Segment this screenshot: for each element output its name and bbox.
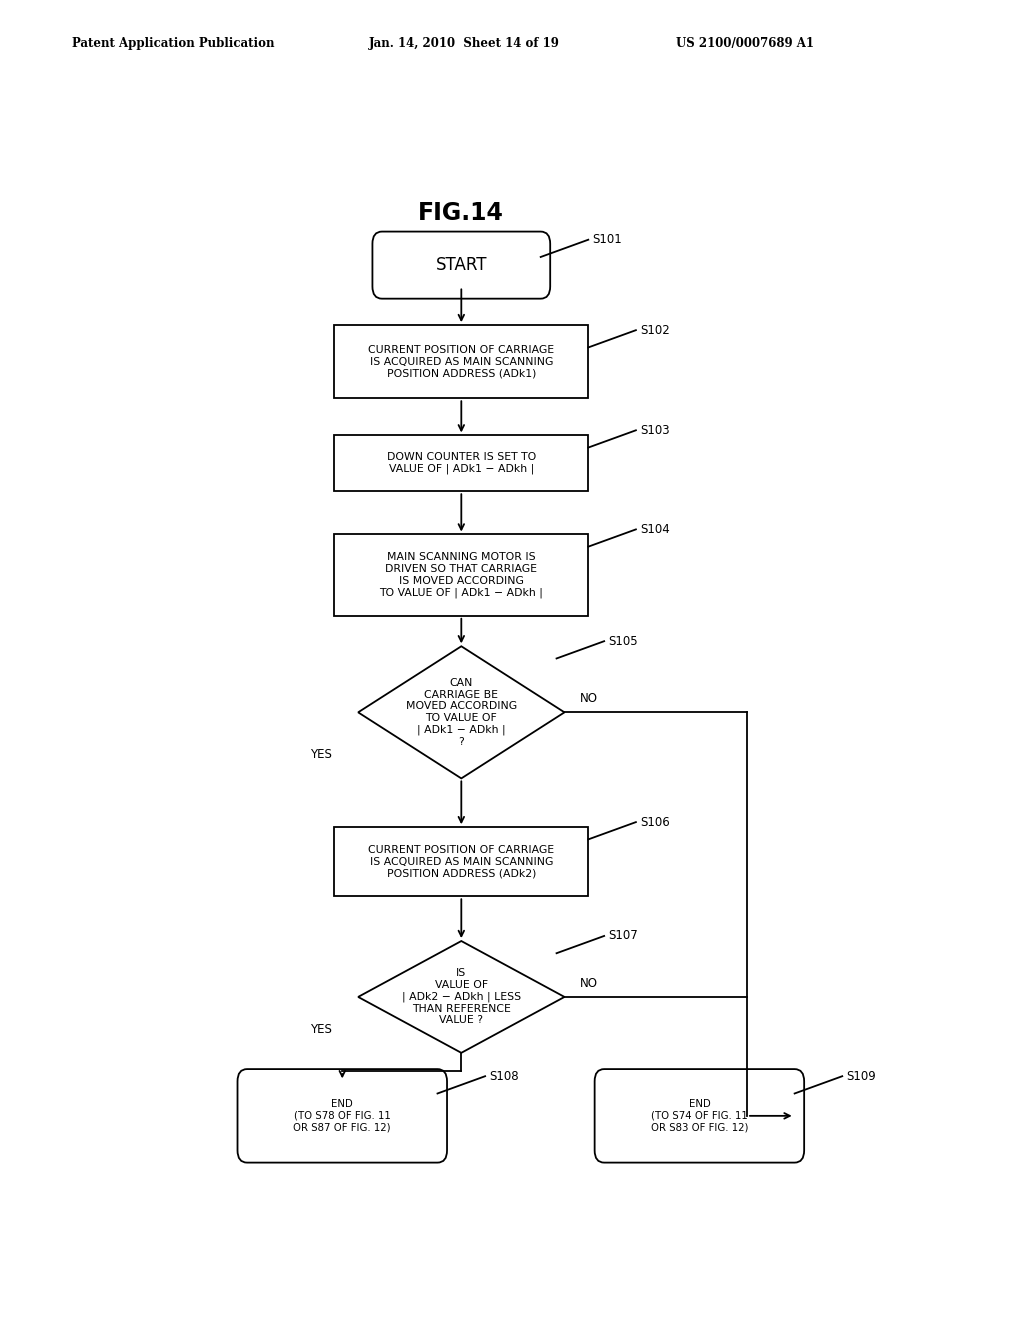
Bar bbox=[334, 325, 588, 399]
Text: S107: S107 bbox=[608, 929, 638, 942]
Text: IS
VALUE OF
| ADk2 − ADkh | LESS
THAN REFERENCE
VALUE ?: IS VALUE OF | ADk2 − ADkh | LESS THAN RE… bbox=[401, 969, 521, 1026]
Text: S104: S104 bbox=[640, 523, 670, 536]
FancyBboxPatch shape bbox=[373, 231, 550, 298]
Text: FIG.14: FIG.14 bbox=[419, 201, 504, 226]
Text: S106: S106 bbox=[640, 816, 670, 829]
Text: DOWN COUNTER IS SET TO
VALUE OF | ADk1 − ADkh |: DOWN COUNTER IS SET TO VALUE OF | ADk1 −… bbox=[387, 453, 536, 474]
Text: S108: S108 bbox=[489, 1069, 519, 1082]
Text: NO: NO bbox=[581, 977, 598, 990]
FancyBboxPatch shape bbox=[238, 1069, 447, 1163]
Text: Patent Application Publication: Patent Application Publication bbox=[72, 37, 274, 50]
FancyBboxPatch shape bbox=[595, 1069, 804, 1163]
Text: CURRENT POSITION OF CARRIAGE
IS ACQUIRED AS MAIN SCANNING
POSITION ADDRESS (ADk1: CURRENT POSITION OF CARRIAGE IS ACQUIRED… bbox=[369, 345, 554, 379]
Text: YES: YES bbox=[310, 748, 333, 762]
Text: US 2100/0007689 A1: US 2100/0007689 A1 bbox=[676, 37, 814, 50]
Polygon shape bbox=[358, 941, 564, 1053]
Text: START: START bbox=[435, 256, 487, 275]
Text: END
(TO S78 OF FIG. 11
OR S87 OF FIG. 12): END (TO S78 OF FIG. 11 OR S87 OF FIG. 12… bbox=[294, 1100, 391, 1133]
Text: S103: S103 bbox=[640, 424, 670, 437]
Text: S101: S101 bbox=[592, 234, 622, 247]
Text: MAIN SCANNING MOTOR IS
DRIVEN SO THAT CARRIAGE
IS MOVED ACCORDING
TO VALUE OF | : MAIN SCANNING MOTOR IS DRIVEN SO THAT CA… bbox=[379, 553, 544, 598]
Text: S105: S105 bbox=[608, 635, 638, 648]
Bar bbox=[334, 828, 588, 896]
Bar bbox=[334, 535, 588, 616]
Text: S109: S109 bbox=[846, 1069, 876, 1082]
Text: CURRENT POSITION OF CARRIAGE
IS ACQUIRED AS MAIN SCANNING
POSITION ADDRESS (ADk2: CURRENT POSITION OF CARRIAGE IS ACQUIRED… bbox=[369, 845, 554, 878]
Text: END
(TO S74 OF FIG. 11
OR S83 OF FIG. 12): END (TO S74 OF FIG. 11 OR S83 OF FIG. 12… bbox=[650, 1100, 749, 1133]
Text: CAN
CARRIAGE BE
MOVED ACCORDING
TO VALUE OF
| ADk1 − ADkh |
?: CAN CARRIAGE BE MOVED ACCORDING TO VALUE… bbox=[406, 678, 517, 747]
Text: S102: S102 bbox=[640, 323, 670, 337]
Polygon shape bbox=[358, 647, 564, 779]
Text: NO: NO bbox=[581, 692, 598, 705]
Bar bbox=[334, 436, 588, 491]
Text: Jan. 14, 2010  Sheet 14 of 19: Jan. 14, 2010 Sheet 14 of 19 bbox=[369, 37, 559, 50]
Text: YES: YES bbox=[310, 1023, 333, 1035]
